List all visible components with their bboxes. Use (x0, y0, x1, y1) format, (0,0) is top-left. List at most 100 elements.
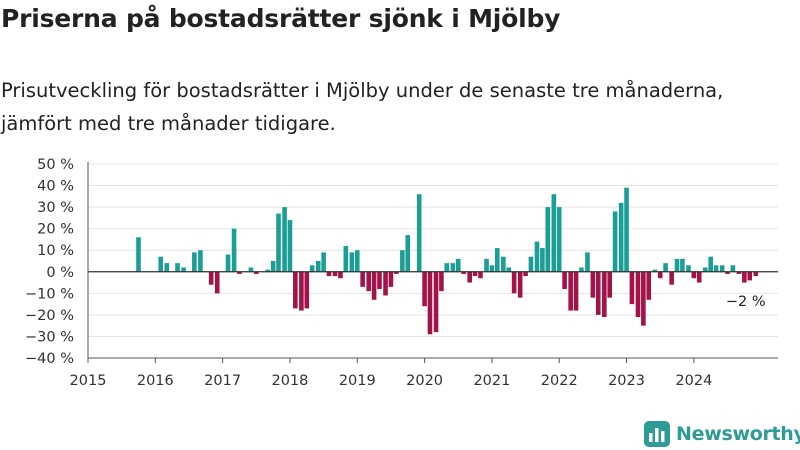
bar (444, 263, 450, 272)
bar (629, 271, 635, 305)
x-tick-label: 2015 (70, 373, 107, 389)
axes: 50 % 40 % 30 % 20 % 10 % 0 % −10 % −20 % −30 % −4… (25, 157, 778, 389)
bar (545, 207, 551, 272)
bar (433, 271, 439, 333)
bar (371, 271, 377, 300)
bar (338, 271, 343, 279)
x-tick-label: 2023 (608, 373, 645, 389)
bar (753, 271, 759, 277)
bar (366, 271, 372, 292)
bar (309, 265, 315, 272)
bar (400, 250, 405, 272)
x-tick-label: 2022 (541, 373, 578, 389)
bar (349, 252, 355, 272)
bar (562, 271, 567, 290)
bar (472, 271, 478, 277)
bar (489, 265, 495, 272)
last-value-annotation: −2 % (726, 294, 766, 310)
bar (595, 271, 601, 315)
bar (501, 256, 506, 272)
bar (696, 271, 702, 283)
bar (377, 271, 382, 290)
bar (618, 202, 624, 272)
y-tick-label: 20 % (37, 222, 74, 238)
bar (394, 271, 399, 274)
bar (540, 248, 545, 272)
bar (635, 271, 641, 318)
x-tick-label: 2024 (675, 373, 712, 389)
x-tick-label: 2016 (137, 373, 174, 389)
bar (427, 271, 433, 335)
bar (198, 250, 203, 272)
bar (422, 271, 427, 307)
bar (326, 271, 332, 277)
bar (646, 271, 652, 300)
bar (624, 187, 629, 272)
brand-logo: Newsworthy (644, 420, 800, 448)
bar (332, 271, 338, 277)
bar (528, 256, 534, 272)
bar (494, 248, 500, 272)
bar (719, 265, 725, 272)
bar (450, 263, 456, 272)
bar (484, 258, 489, 272)
bar (691, 271, 697, 279)
y-tick-label: −40 % (25, 351, 74, 367)
bar (315, 261, 321, 272)
bar (680, 258, 685, 272)
bar (461, 271, 466, 274)
y-tick-label: −20 % (25, 308, 74, 324)
bar (579, 267, 584, 272)
bar (293, 271, 298, 309)
bar (736, 271, 742, 274)
y-tick-label: 0 % (46, 265, 74, 281)
bar (287, 220, 293, 272)
bar (136, 237, 141, 272)
bar (237, 271, 242, 274)
bar (478, 271, 483, 279)
bar (360, 271, 365, 287)
bar (708, 256, 713, 272)
bar (573, 271, 579, 311)
bar (253, 271, 259, 274)
bar (175, 263, 180, 272)
bar (506, 267, 512, 272)
bar (343, 245, 349, 272)
bar (405, 235, 411, 272)
bar (511, 271, 517, 294)
bar (164, 263, 170, 272)
bar (607, 271, 613, 298)
bar (590, 271, 596, 298)
y-tick-label: 50 % (37, 157, 74, 173)
bar (663, 263, 668, 272)
bar (455, 258, 461, 272)
bar (730, 265, 736, 272)
bar (652, 269, 658, 272)
bar (534, 241, 540, 272)
chart-subtitle: Prisutveckling för bostadsrätter i Mjölb… (1, 79, 724, 135)
bar (742, 271, 747, 283)
bar (416, 194, 422, 272)
bar (231, 228, 237, 272)
bar (657, 271, 663, 279)
bar (276, 213, 281, 272)
bar (192, 252, 197, 272)
bar (181, 267, 186, 272)
bar (225, 254, 231, 272)
y-tick-label: −10 % (25, 286, 74, 302)
bar (388, 271, 394, 287)
bar (747, 271, 753, 281)
bar (304, 271, 310, 309)
bar (523, 271, 528, 277)
bar (282, 207, 287, 272)
grid-lines (88, 163, 778, 359)
bar (439, 271, 444, 292)
bar (725, 271, 730, 274)
x-tick-label: 2020 (406, 373, 443, 389)
bar (702, 267, 708, 272)
y-tick-label: −30 % (25, 329, 74, 345)
bar (299, 271, 304, 311)
bar (467, 271, 472, 283)
brand-name: Newsworthy (676, 423, 800, 445)
bar (556, 207, 562, 272)
